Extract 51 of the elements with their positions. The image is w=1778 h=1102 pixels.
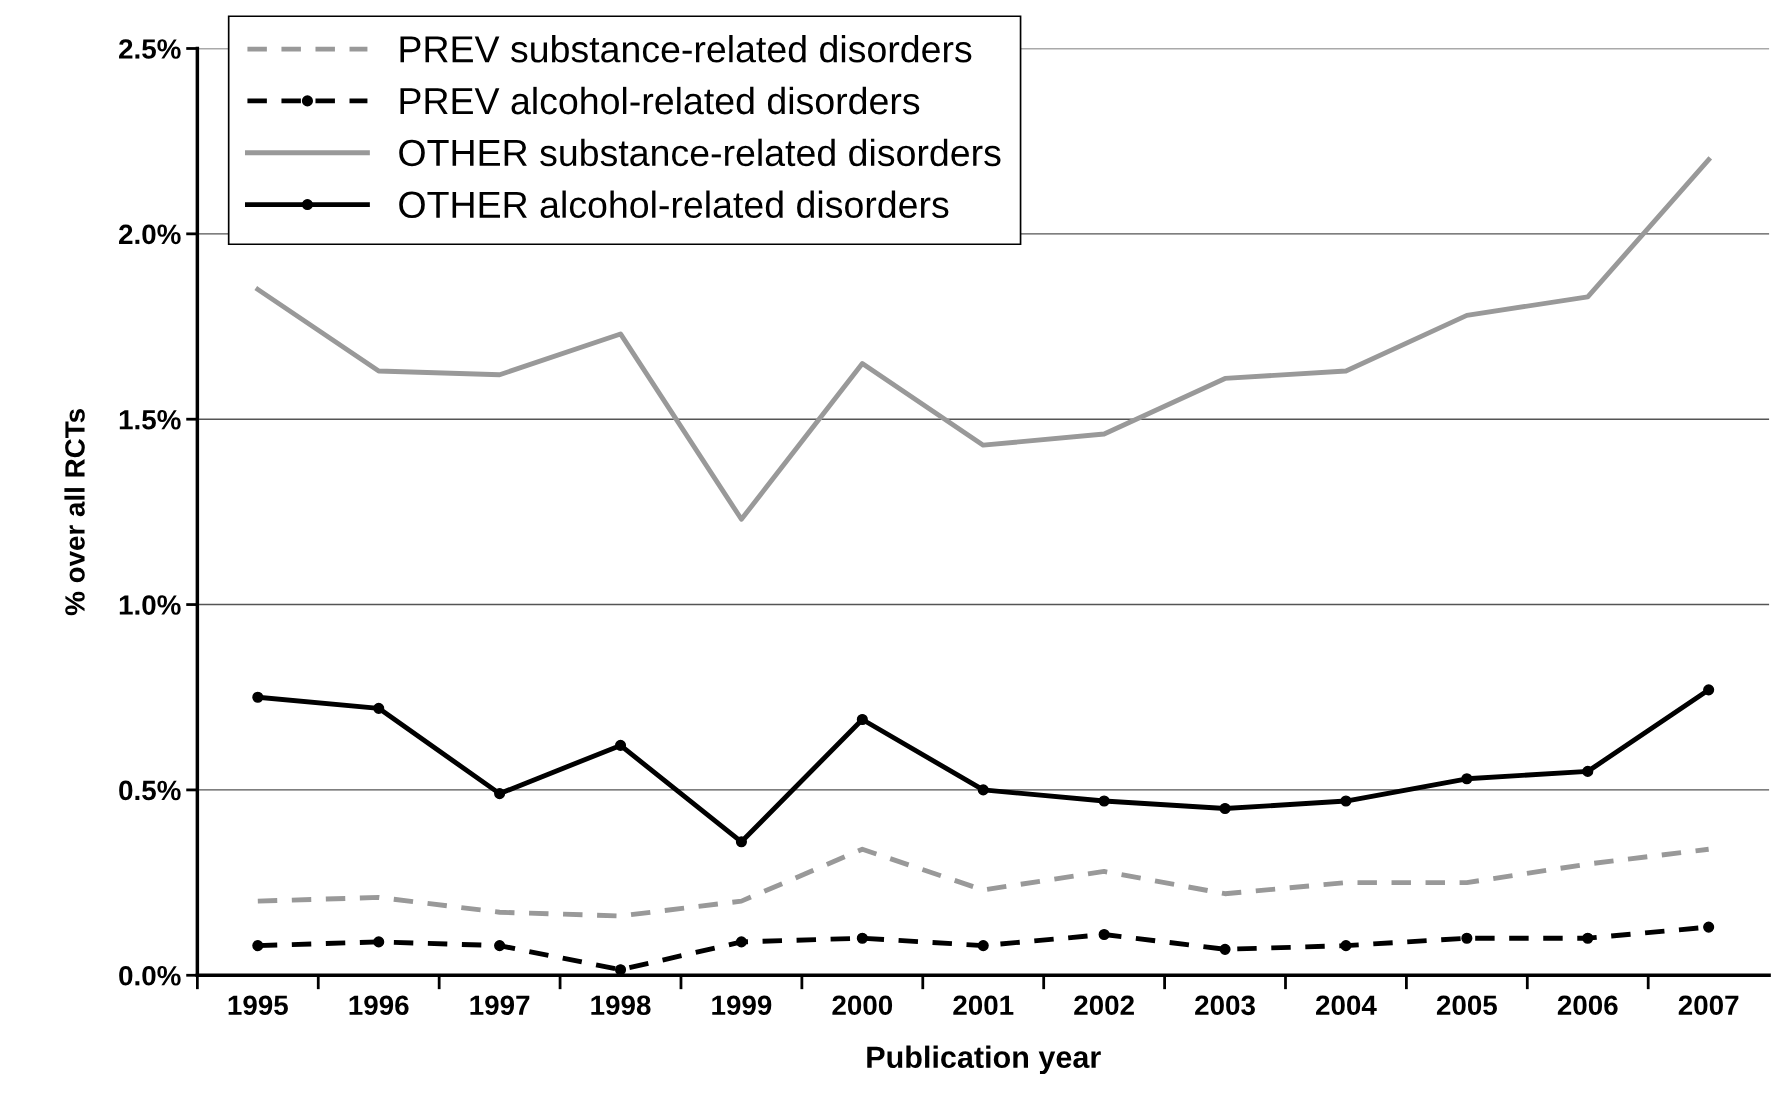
point [1703,921,1715,933]
point [252,940,264,952]
point [977,940,989,952]
point [614,739,627,751]
legend-label: OTHER alcohol-related disorders [399,190,949,219]
x-tick-label: 2002 [1074,995,1134,1016]
x-tick-label: 2004 [1316,995,1377,1016]
point [856,932,868,944]
y-tick-label: 1.0% [119,595,181,615]
legend-label: PREV alcohol-related disorders [400,86,920,115]
point [1461,932,1473,944]
point [1582,932,1594,944]
x-tick-label: 2000 [832,995,893,1016]
y-tick-label: 0.5% [119,780,181,801]
x-tick-label: 2003 [1195,995,1255,1016]
point [373,936,385,948]
point [735,936,747,948]
legend-label: PREV substance-related disorders [400,35,972,63]
point [735,836,747,848]
x-tick-label: 1999 [712,995,772,1016]
y-tick-label: 2.0% [119,224,181,245]
x-tick-label: 1996 [349,995,409,1016]
point [494,940,506,952]
y-axis-title: % over all RCTs [64,409,85,616]
point [1098,795,1110,807]
legend-label: OTHER substance-related disorders [399,138,1001,167]
point [856,713,868,726]
point [1703,684,1715,696]
point [1461,773,1473,785]
point [1340,795,1352,807]
point [977,784,989,796]
point [1098,928,1110,941]
point [494,788,506,800]
point [1219,943,1231,955]
x-tick-label: 2007 [1678,995,1739,1016]
line-series [255,846,1712,919]
point [373,702,385,714]
x-tick-label: 2006 [1557,995,1618,1016]
x-tick-label: 2001 [953,995,1014,1016]
x-axis-title: Publication year [867,1045,1101,1075]
x-tick-label: 2005 [1436,995,1497,1016]
x-tick-label: 1998 [591,995,651,1016]
point [1582,765,1594,777]
y-tick-label: 1.5% [119,409,181,430]
point [252,691,264,703]
x-tick-label: 1997 [470,995,530,1016]
y-tick-label: 2.5% [119,39,181,59]
point [1219,802,1231,815]
y-tick-label: 0.0% [119,965,181,986]
point [1340,940,1352,952]
x-tick-label: 1995 [228,995,288,1016]
